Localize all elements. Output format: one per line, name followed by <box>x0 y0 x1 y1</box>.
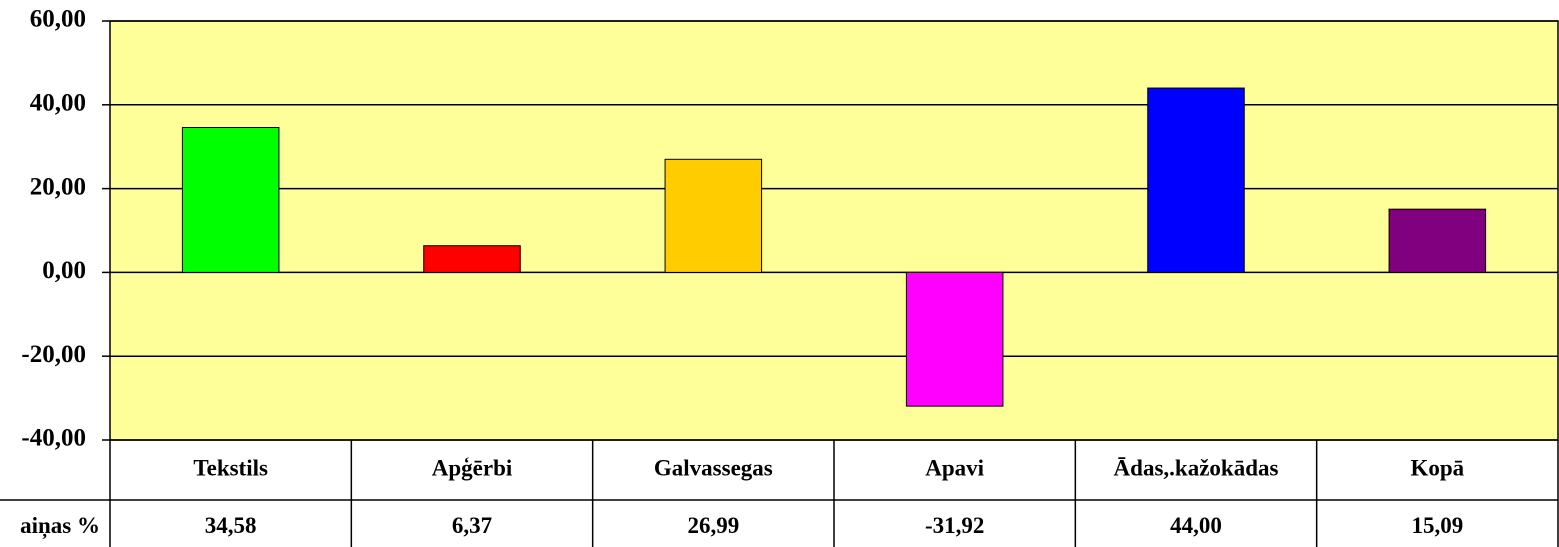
y-tick-label: 40,00 <box>30 90 86 117</box>
table-value: 6,37 <box>452 513 492 538</box>
bar <box>181 127 280 273</box>
y-tick-label: 20,00 <box>30 173 86 200</box>
table-value: 34,58 <box>205 513 257 538</box>
x-tick-label: Apavi <box>925 455 984 480</box>
x-tick-label: Tekstils <box>193 455 268 480</box>
bar <box>423 245 521 273</box>
bar <box>664 158 763 273</box>
y-tick-label: -40,00 <box>21 425 86 452</box>
x-tick-label: Ādas,.kažokādas <box>1114 455 1279 480</box>
y-tick-label: 0,00 <box>42 257 86 284</box>
table-value: 15,09 <box>1411 513 1463 538</box>
table-value: 26,99 <box>687 513 739 538</box>
plot-area <box>109 20 1559 441</box>
x-tick-label: Apģērbi <box>432 455 513 480</box>
bar <box>1388 208 1487 273</box>
bar <box>905 271 1004 407</box>
x-tick-label: Kopā <box>1410 455 1464 480</box>
table-value: 44,00 <box>1170 513 1222 538</box>
table-value: -31,92 <box>925 513 984 538</box>
legend-label: aiņas % <box>20 513 100 540</box>
y-tick-label: -20,00 <box>21 341 86 368</box>
y-tick-label: 60,00 <box>30 6 86 33</box>
bar <box>1147 87 1245 273</box>
x-tick-label: Galvassegas <box>654 455 773 480</box>
